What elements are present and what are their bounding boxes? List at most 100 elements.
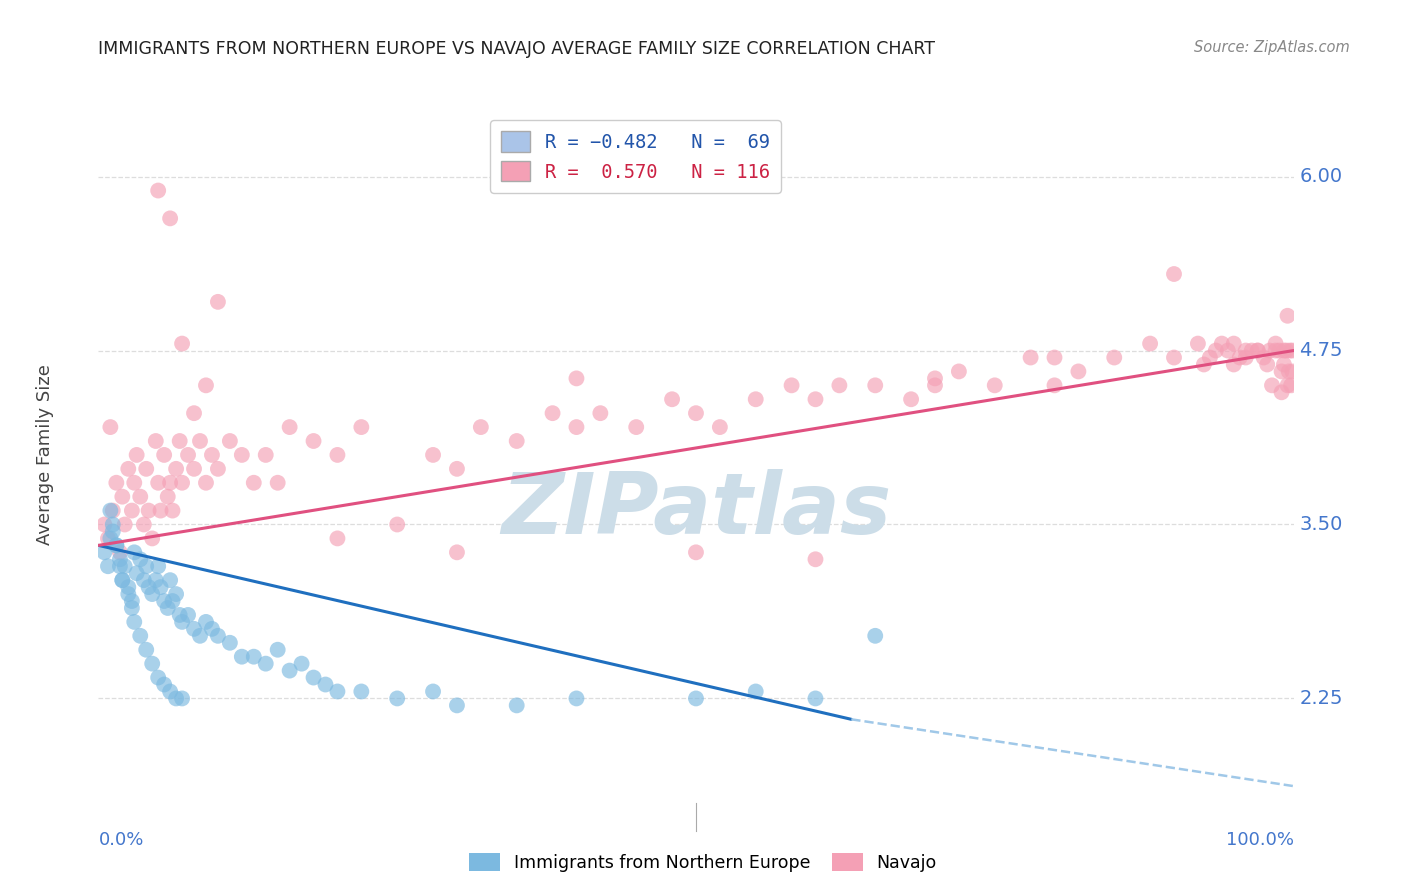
Point: [207, 294, 229, 309]
Point: [121, 601, 143, 615]
Point: [117, 462, 139, 476]
Point: [1261, 378, 1284, 392]
Point: [111, 490, 134, 504]
Point: [165, 691, 187, 706]
Point: [243, 649, 266, 664]
Point: [1234, 351, 1257, 365]
Point: [156, 601, 179, 615]
Point: [162, 503, 184, 517]
Point: [1043, 378, 1066, 392]
Point: [124, 545, 146, 559]
Point: [470, 420, 492, 434]
Text: 6.00: 6.00: [1299, 167, 1343, 186]
Point: [278, 420, 301, 434]
Text: Average Family Size: Average Family Size: [35, 365, 53, 545]
Point: [148, 475, 170, 490]
Point: [201, 448, 224, 462]
Point: [132, 573, 155, 587]
Text: ZIPatlas: ZIPatlas: [501, 469, 891, 552]
Point: [254, 657, 277, 671]
Point: [1222, 358, 1246, 372]
Point: [350, 420, 373, 434]
Point: [350, 684, 373, 698]
Point: [172, 615, 194, 629]
Point: [183, 622, 205, 636]
Point: [177, 607, 200, 622]
Point: [93, 517, 115, 532]
Point: [159, 684, 181, 698]
Point: [101, 517, 124, 532]
Point: [1271, 385, 1294, 400]
Point: [105, 538, 128, 552]
Point: [385, 691, 409, 706]
Point: [1234, 343, 1257, 358]
Point: [97, 532, 120, 546]
Point: [315, 677, 337, 691]
Point: [1258, 343, 1281, 358]
Legend: Immigrants from Northern Europe, Navajo: Immigrants from Northern Europe, Navajo: [463, 847, 943, 879]
Point: [685, 545, 707, 559]
Point: [156, 490, 179, 504]
Point: [114, 559, 136, 574]
Point: [135, 642, 157, 657]
Point: [231, 649, 253, 664]
Point: [1246, 343, 1268, 358]
Point: [1272, 358, 1295, 372]
Point: [326, 684, 349, 698]
Text: IMMIGRANTS FROM NORTHERN EUROPE VS NAVAJO AVERAGE FAMILY SIZE CORRELATION CHART: IMMIGRANTS FROM NORTHERN EUROPE VS NAVAJ…: [98, 40, 935, 58]
Point: [863, 629, 886, 643]
Point: [169, 607, 191, 622]
Point: [194, 378, 217, 392]
Point: [804, 552, 827, 566]
Point: [148, 671, 170, 685]
Point: [145, 434, 167, 448]
Point: [165, 462, 187, 476]
Point: [290, 657, 312, 671]
Point: [183, 462, 205, 476]
Point: [745, 684, 768, 698]
Point: [135, 462, 157, 476]
Point: [129, 629, 152, 643]
Point: [201, 622, 224, 636]
Point: [153, 594, 176, 608]
Point: [98, 503, 122, 517]
Text: 0.0%: 0.0%: [98, 830, 143, 848]
Point: [101, 524, 124, 539]
Point: [98, 420, 122, 434]
Point: [153, 677, 176, 691]
Point: [1102, 351, 1125, 365]
Point: [1211, 336, 1233, 351]
Point: [1279, 378, 1302, 392]
Point: [101, 503, 124, 517]
Point: [188, 629, 211, 643]
Point: [105, 475, 128, 490]
Point: [207, 629, 229, 643]
Point: [159, 573, 181, 587]
Point: [446, 698, 468, 713]
Point: [804, 691, 827, 706]
Point: [326, 532, 349, 546]
Point: [1271, 364, 1294, 378]
Point: [804, 392, 827, 407]
Point: [169, 434, 191, 448]
Point: [506, 698, 529, 713]
Point: [267, 642, 290, 657]
Point: [1187, 336, 1209, 351]
Point: [121, 503, 143, 517]
Point: [863, 378, 886, 392]
Point: [1268, 343, 1291, 358]
Point: [138, 580, 160, 594]
Text: 100.0%: 100.0%: [1226, 830, 1294, 848]
Point: [159, 211, 181, 226]
Point: [589, 406, 612, 420]
Point: [1163, 351, 1185, 365]
Point: [93, 545, 115, 559]
Point: [1264, 336, 1286, 351]
Point: [135, 559, 157, 574]
Point: [153, 448, 176, 462]
Point: [1240, 343, 1263, 358]
Point: [194, 475, 217, 490]
Point: [446, 545, 468, 559]
Point: [114, 517, 136, 532]
Point: [828, 378, 851, 392]
